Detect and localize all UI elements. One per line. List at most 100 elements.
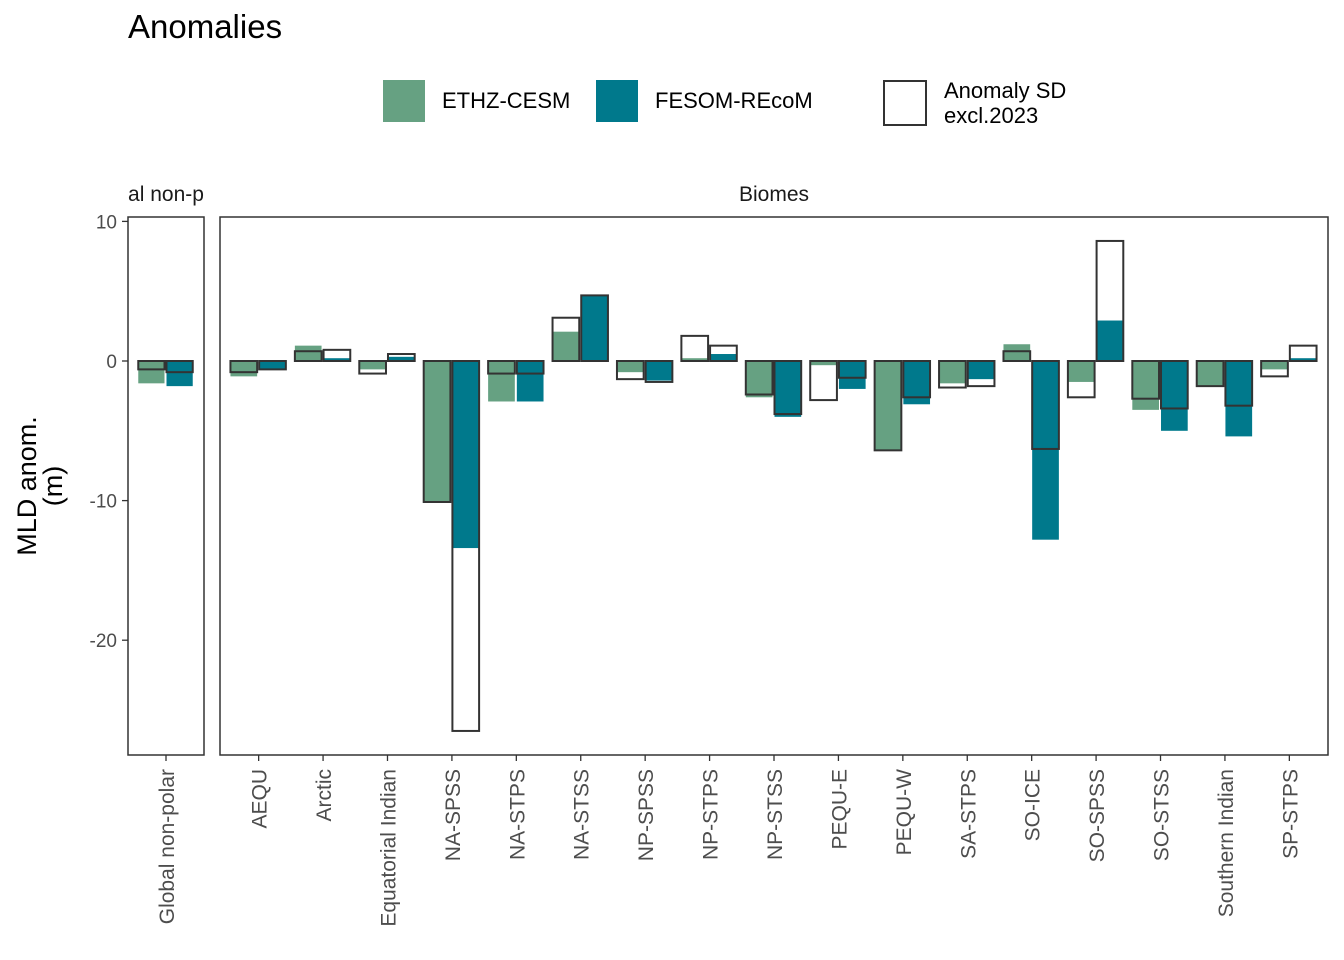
bar-ethz-cesm-na-spss <box>423 361 451 502</box>
x-tick-label-sa-stps: SA-STPS <box>957 769 980 859</box>
bar-fesom-recom-so-ice <box>1032 361 1059 540</box>
sd-box-ethz-cesm-so-spss <box>1066 360 1096 399</box>
bar-fesom-recom-np-spss <box>645 361 673 381</box>
x-tick-label-np-spss: NP-SPSS <box>635 769 658 861</box>
sd-box-fesom-recom-np-stss <box>773 360 803 416</box>
y-tick-label: 0 <box>106 352 117 373</box>
chart-title: Anomalies <box>128 8 283 45</box>
legend-item-fesom-recom: FESOM-REcoM <box>596 80 813 122</box>
bar-ethz-cesm-np-stps <box>681 358 709 361</box>
x-tick-label-equatorial-indian: Equatorial Indian <box>377 769 400 927</box>
sd-box-fesom-recom-arctic <box>322 348 352 363</box>
x-tick-label-na-spss: NA-SPSS <box>442 769 465 861</box>
sd-box-fesom-recom-na-stps <box>515 360 545 375</box>
x-tick-label-global-non-polar: Global non-polar <box>156 769 179 924</box>
sd-box-fesom-recom-na-spss <box>451 360 481 732</box>
x-tick-label-np-stss: NP-STSS <box>764 769 787 860</box>
bar-ethz-cesm-na-stss <box>552 331 580 361</box>
sd-box-fesom-recom-so-stss <box>1160 360 1189 410</box>
bar-fesom-recom-np-stss <box>774 361 802 417</box>
legend-label-anomaly-sd-line1: Anomaly SD <box>944 78 1067 103</box>
bar-ethz-cesm-so-ice <box>1003 344 1031 361</box>
sd-box-ethz-cesm-aequ <box>229 360 259 374</box>
bar-fesom-recom-pequ-e <box>838 361 866 389</box>
bar-fesom-recom-southern-indian <box>1225 361 1253 437</box>
bar-ethz-cesm-sa-stps <box>939 361 966 384</box>
bar-ethz-cesm-so-stss <box>1132 361 1160 410</box>
bar-ethz-cesm-equatorial-indian <box>359 361 386 370</box>
sd-box-ethz-cesm-so-ice <box>1002 350 1032 362</box>
bar-ethz-cesm-arctic <box>294 345 322 361</box>
y-axis-label-line2: (m) <box>38 466 68 506</box>
bar-fesom-recom-sp-stps <box>1289 358 1317 361</box>
x-tick-label-so-ice: SO-ICE <box>1022 769 1045 841</box>
y-tick-label: 10 <box>96 212 117 233</box>
strip-label-global-non-polar: al non-p <box>128 183 204 206</box>
x-tick-label-so-spss: SO-SPSS <box>1086 769 1109 862</box>
legend-swatch-fesom-recom <box>596 80 638 122</box>
legend-label-anomaly-sd-line2: excl.2023 <box>944 103 1039 128</box>
sd-box-ethz-cesm-na-spss <box>422 360 452 503</box>
legend-label-ethz-cesm: ETHZ-CESM <box>442 88 571 113</box>
bar-ethz-cesm-southern-indian <box>1196 361 1224 387</box>
legend-label-fesom-recom: FESOM-REcoM <box>655 88 813 113</box>
x-tick-label-arctic: Arctic <box>313 769 336 822</box>
sd-box-fesom-recom-so-spss <box>1095 239 1125 362</box>
bar-ethz-cesm-global-non-polar <box>138 361 165 384</box>
bar-fesom-recom-na-stss <box>581 295 608 361</box>
bar-fesom-recom-so-stss <box>1161 361 1188 431</box>
bar-fesom-recom-so-spss <box>1096 320 1124 361</box>
legend-label-anomaly-sd: Anomaly SD excl.2023 <box>944 78 1066 128</box>
sd-box-fesom-recom-aequ <box>258 360 287 371</box>
x-tick-label-pequ-w: PEQU-W <box>893 769 916 856</box>
y-axis-label: MLD anom.(m) <box>12 416 68 556</box>
sd-box-fesom-recom-sp-stps <box>1288 344 1318 363</box>
legend-swatch-anomaly-sd <box>883 80 927 126</box>
sd-box-fesom-recom-pequ-w <box>902 360 932 399</box>
y-tick-label: -20 <box>90 631 117 652</box>
sd-box-ethz-cesm-np-stss <box>744 360 774 396</box>
sd-box-ethz-cesm-pequ-e <box>809 360 838 402</box>
legend-swatch-ethz-cesm <box>383 80 425 122</box>
sd-box-fesom-recom-pequ-e <box>837 360 867 379</box>
bar-fesom-recom-aequ <box>259 361 286 370</box>
x-tick-label-so-stss: SO-STSS <box>1151 769 1174 861</box>
panel-border-biomes <box>219 216 1329 756</box>
x-tick-label-southern-indian: Southern Indian <box>1215 769 1238 917</box>
x-tick-label-np-stps: NP-STPS <box>700 769 723 860</box>
bar-fesom-recom-global-non-polar <box>166 361 193 387</box>
sd-box-ethz-cesm-sp-stps <box>1260 360 1289 378</box>
sd-box-fesom-recom-sa-stps <box>966 360 996 388</box>
y-axis-label-line1: MLD anom. <box>12 416 42 556</box>
bar-fesom-recom-np-stps <box>710 354 737 361</box>
bar-ethz-cesm-so-spss <box>1067 361 1095 382</box>
sd-box-fesom-recom-southern-indian <box>1224 360 1254 407</box>
sd-box-ethz-cesm-pequ-w <box>873 360 903 452</box>
bar-ethz-cesm-np-spss <box>616 361 644 373</box>
sd-box-ethz-cesm-na-stps <box>487 360 516 375</box>
x-tick-label-na-stps: NA-STPS <box>506 769 529 860</box>
bar-ethz-cesm-na-stps <box>488 361 515 402</box>
x-tick-label-aequ: AEQU <box>249 769 272 829</box>
x-tick-label-sp-stps: SP-STPS <box>1279 769 1302 859</box>
sd-box-ethz-cesm-equatorial-indian <box>358 360 387 375</box>
sd-box-ethz-cesm-na-stss <box>551 316 581 362</box>
bar-fesom-recom-arctic <box>323 358 351 361</box>
bar-fesom-recom-na-stps <box>516 361 544 402</box>
x-tick-label-na-stss: NA-STSS <box>571 769 594 860</box>
bar-ethz-cesm-np-stss <box>745 361 773 398</box>
sd-box-ethz-cesm-global-non-polar <box>137 360 166 371</box>
sd-box-fesom-recom-na-stss <box>580 294 609 362</box>
y-tick-label: -10 <box>90 492 117 513</box>
bar-fesom-recom-sa-stps <box>967 361 995 380</box>
legend-item-anomaly-sd: Anomaly SD excl.2023 <box>883 78 1066 128</box>
strip-label-biomes: Biomes <box>739 183 809 206</box>
bar-ethz-cesm-aequ <box>230 361 258 377</box>
bar-ethz-cesm-pequ-e <box>810 361 837 366</box>
x-tick-label-pequ-e: PEQU-E <box>828 769 851 850</box>
bar-ethz-cesm-sp-stps <box>1261 361 1288 370</box>
bar-ethz-cesm-pequ-w <box>874 361 902 451</box>
sd-box-fesom-recom-so-ice <box>1031 360 1060 450</box>
sd-box-fesom-recom-np-spss <box>644 360 674 383</box>
